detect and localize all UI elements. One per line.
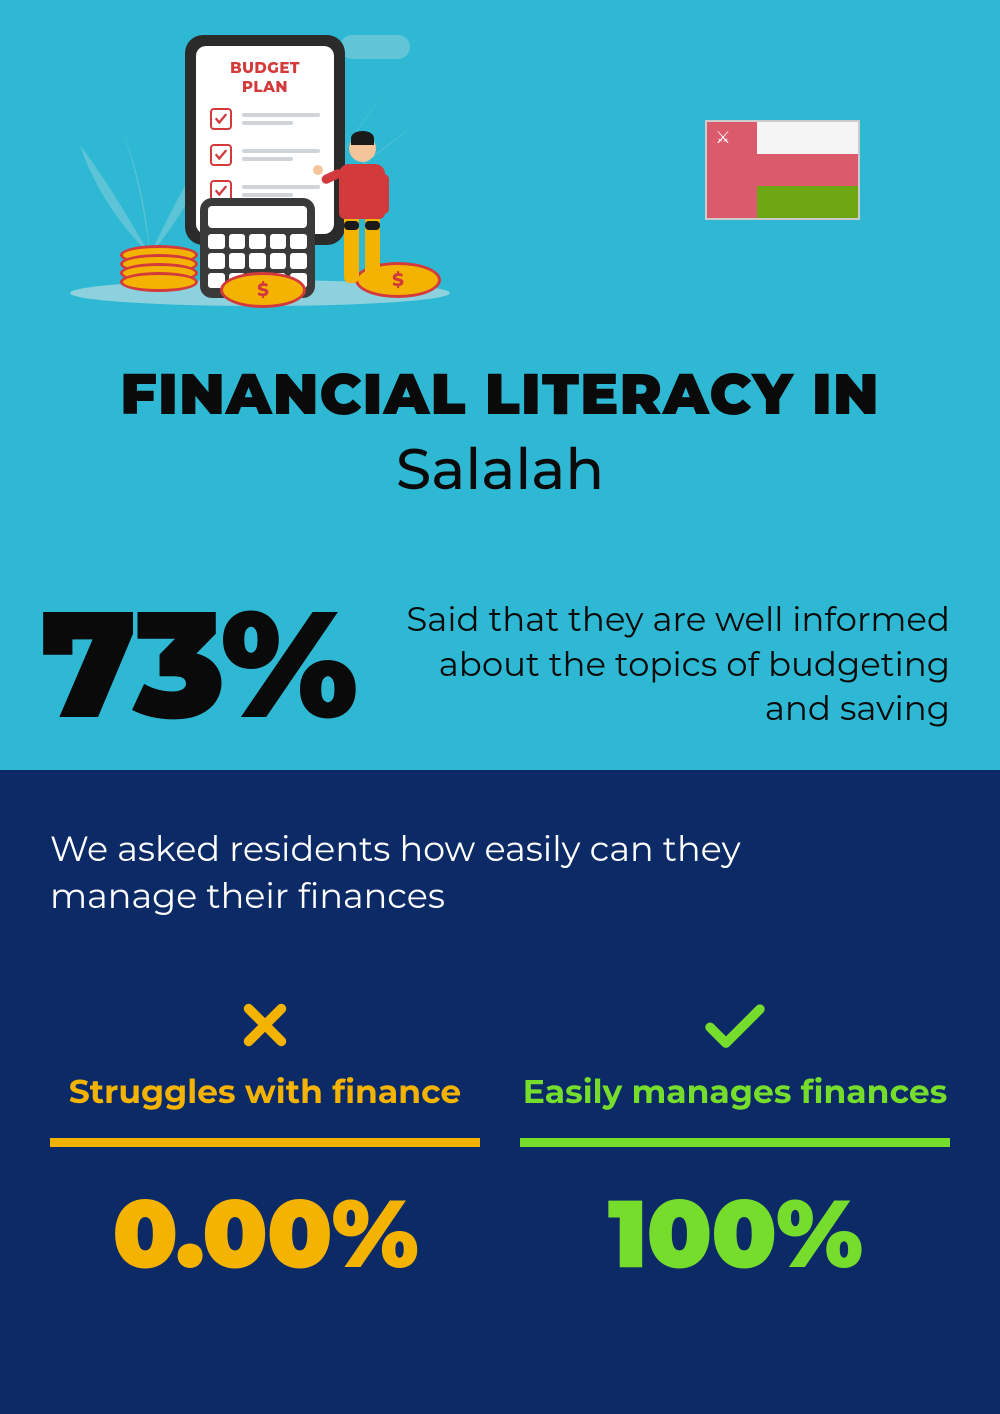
top-section: BUDGET PLAN [0, 0, 1000, 770]
flag-stripe-green [757, 186, 858, 218]
text-lines [242, 149, 320, 161]
text-lines [242, 113, 320, 125]
check-row [210, 108, 320, 130]
oman-flag: ⚔︎ [705, 120, 860, 220]
title-line-1: FINANCIAL LITERACY IN [50, 360, 950, 429]
check-icon [520, 990, 950, 1060]
checkbox-icon [210, 144, 232, 166]
easy-label: Easily manages finances [520, 1072, 950, 1130]
flag-hoist: ⚔︎ [707, 122, 757, 218]
main-stat-row: 73% Said that they are well informed abo… [50, 589, 950, 739]
column-struggles: Struggles with finance 0.00% [50, 990, 480, 1291]
main-stat-percent: 73% [40, 589, 355, 739]
coin-stack [120, 256, 198, 292]
coin-icon: $ [220, 272, 306, 308]
infographic-page: BUDGET PLAN [0, 0, 1000, 1414]
struggles-divider [50, 1138, 480, 1147]
x-icon [50, 990, 480, 1060]
flag-emblem-icon: ⚔︎ [711, 126, 735, 150]
text-lines [242, 185, 320, 197]
easy-value: 100% [520, 1175, 950, 1291]
flag-stripe-red [757, 154, 858, 186]
checkbox-icon [210, 108, 232, 130]
question-text: We asked residents how easily can they m… [50, 825, 870, 920]
cloud-shape [340, 35, 410, 59]
column-easy: Easily manages finances 100% [520, 990, 950, 1291]
struggles-label: Struggles with finance [50, 1072, 480, 1130]
struggles-value: 0.00% [50, 1175, 480, 1291]
main-stat-description: Said that they are well informed about t… [395, 597, 950, 732]
title-line-2: Salalah [50, 435, 950, 504]
clipboard-title: BUDGET PLAN [210, 58, 320, 96]
header-row: BUDGET PLAN [50, 30, 950, 320]
check-row [210, 144, 320, 166]
bottom-section: We asked residents how easily can they m… [0, 770, 1000, 1414]
budget-illustration: BUDGET PLAN [70, 30, 450, 310]
result-columns: Struggles with finance 0.00% Easily mana… [50, 990, 950, 1291]
easy-divider [520, 1138, 950, 1147]
flag-stripe-white [757, 122, 858, 154]
title-block: FINANCIAL LITERACY IN Salalah [50, 360, 950, 504]
person-figure [322, 135, 402, 300]
calculator-screen [208, 206, 307, 228]
